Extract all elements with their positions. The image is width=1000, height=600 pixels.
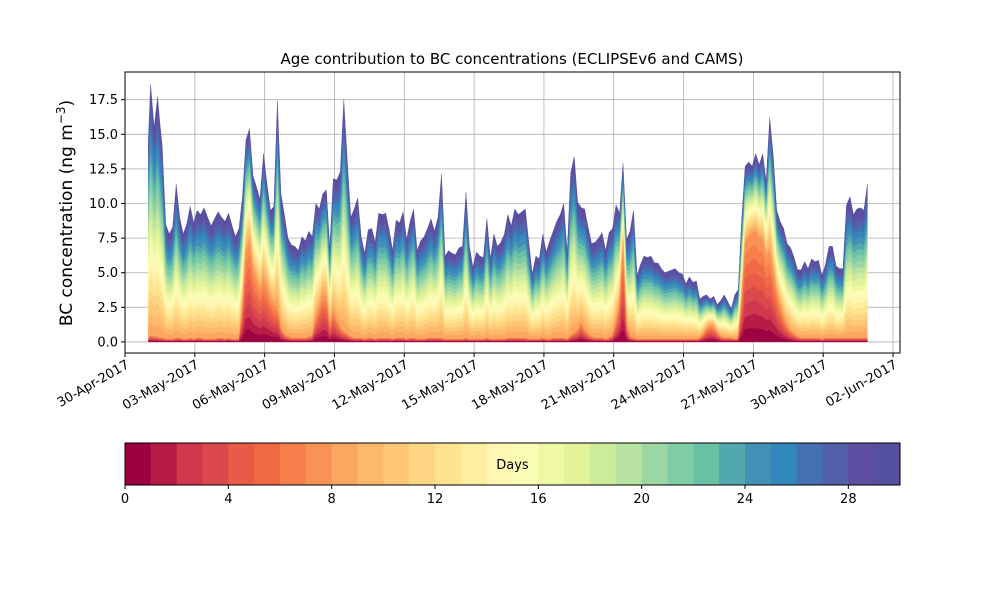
colorbar-segment <box>822 443 849 485</box>
colorbar-tick-label: 8 <box>328 492 336 507</box>
y-axis-label: BC concentration (ng m−3) <box>54 100 77 326</box>
x-tick-label: 15-May-2017 <box>399 357 481 413</box>
x-tick-label: 12-May-2017 <box>330 357 412 413</box>
x-tick-label: 21-May-2017 <box>539 357 621 413</box>
x-tick-label: 06-May-2017 <box>190 357 272 413</box>
x-tick-label: 18-May-2017 <box>469 357 551 413</box>
colorbar-tick-label: 16 <box>530 492 547 507</box>
colorbar-segment <box>719 443 746 485</box>
colorbar-segment <box>641 443 668 485</box>
x-axis: 30-Apr-201703-May-201706-May-201709-May-… <box>55 353 900 413</box>
colorbar-segment <box>409 443 436 485</box>
y-tick-label: 15.0 <box>89 128 118 143</box>
colorbar-segment <box>486 443 513 485</box>
colorbar-segment <box>305 443 333 485</box>
colorbar-segment <box>667 443 694 485</box>
colorbar-segment <box>796 443 823 485</box>
colorbar-frame <box>124 442 901 486</box>
colorbar-segment <box>383 443 410 485</box>
colorbar-segment <box>435 443 462 485</box>
x-tick-label: 27-May-2017 <box>679 357 761 413</box>
colorbar-segment <box>228 443 255 485</box>
colorbar-segment <box>202 443 229 485</box>
colorbar-segment <box>460 443 488 485</box>
colorbar-segment <box>125 443 152 485</box>
x-tick-label: 24-May-2017 <box>609 357 691 413</box>
colorbar-tick-label: 24 <box>737 492 754 507</box>
x-tick-label: 09-May-2017 <box>260 357 342 413</box>
colorbar-tick-label: 0 <box>121 492 129 507</box>
y-tick-label: 12.5 <box>89 162 118 177</box>
colorbar-segment <box>538 443 565 485</box>
colorbar-segment <box>615 443 643 485</box>
colorbar-segment <box>512 443 539 485</box>
y-tick-label: 2.5 <box>97 301 118 316</box>
stacked-areas <box>148 84 868 343</box>
y-tick-label: 10.0 <box>89 197 118 212</box>
y-tick-label: 0.0 <box>97 335 118 350</box>
colorbar-segment <box>693 443 720 485</box>
y-tick-label: 17.5 <box>89 93 118 108</box>
colorbar-segment <box>564 443 591 485</box>
y-axis: 0.0 2.5 5.0 7.5 10.0 12.5 15.0 17.5 <box>89 93 125 350</box>
colorbar-segment <box>590 443 617 485</box>
colorbar-tick-label: 4 <box>224 492 232 507</box>
x-tick-label: 02-Jun-2017 <box>823 357 900 410</box>
colorbar-tick-label: 20 <box>633 492 650 507</box>
colorbar-label: Days <box>496 458 529 473</box>
x-tick-label: 30-May-2017 <box>749 357 831 413</box>
colorbar-segment <box>848 443 875 485</box>
area-band-day-0 <box>148 327 868 343</box>
y-tick-label: 7.5 <box>97 232 118 247</box>
chart-title: Age contribution to BC concentrations (E… <box>281 50 744 68</box>
colorbar-segment <box>874 443 901 485</box>
x-tick-label: 03-May-2017 <box>120 357 202 413</box>
colorbar-segment <box>280 443 307 485</box>
colorbar-segment <box>150 443 178 485</box>
colorbar-segment <box>176 443 203 485</box>
colorbar-segment <box>357 443 384 485</box>
colorbar-segment <box>770 443 798 485</box>
colorbar-segment <box>745 443 772 485</box>
colorbar-segment <box>254 443 281 485</box>
colorbar-tick-label: 28 <box>840 492 857 507</box>
y-tick-label: 5.0 <box>97 266 118 281</box>
plot-frame <box>124 71 901 354</box>
colorbar: Days 0 4 8 12 16 20 24 28 <box>121 442 901 507</box>
colorbar-segment <box>331 443 358 485</box>
colorbar-tick-label: 12 <box>427 492 444 507</box>
